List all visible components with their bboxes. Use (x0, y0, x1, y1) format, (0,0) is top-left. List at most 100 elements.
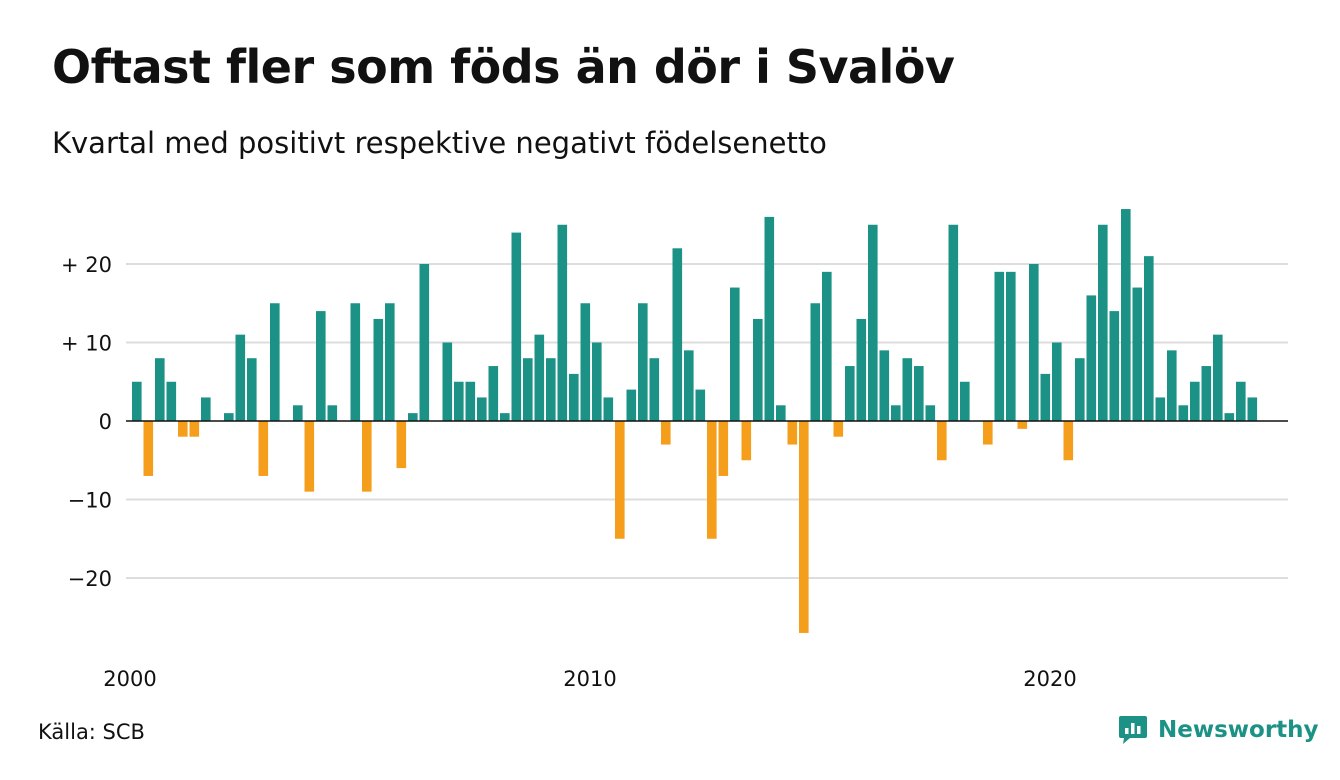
bar-positive (235, 334, 246, 421)
source-note: Källa: SCB (38, 720, 145, 744)
bar-positive (293, 405, 303, 421)
bar-positive (132, 381, 142, 421)
bar-positive (672, 248, 683, 421)
bar-negative (983, 421, 993, 445)
bar-positive (649, 358, 660, 421)
bar-positive (902, 358, 913, 421)
bar-positive (523, 358, 533, 421)
bar-positive (1052, 342, 1062, 421)
bar-positive (1178, 405, 1189, 421)
bar-negative (833, 421, 844, 437)
bar-negative (143, 421, 154, 476)
bar-positive (1029, 264, 1039, 421)
brand[interactable]: Newsworthy (1118, 714, 1319, 746)
bar-positive (695, 389, 706, 421)
bar-positive (1224, 413, 1235, 421)
bar-positive (592, 342, 602, 421)
bar-positive (454, 381, 464, 421)
bar-positive (155, 358, 165, 421)
y-tick-label: + 10 (61, 332, 112, 356)
bar-positive (1109, 311, 1120, 421)
bar-positive (477, 397, 487, 421)
x-tick-label: 2000 (103, 667, 156, 691)
bar-negative (304, 421, 315, 492)
bar-positive (442, 342, 453, 421)
bar-negative (178, 421, 188, 437)
bar-positive (316, 311, 326, 421)
bar-positive (373, 318, 384, 421)
bar-positive (1075, 358, 1085, 421)
bar-positive (511, 232, 522, 421)
bar-positive (914, 366, 924, 421)
bar-positive (465, 381, 476, 421)
bar-positive (603, 397, 614, 421)
bar-positive (994, 271, 1005, 421)
bar-positive (868, 224, 878, 421)
bar-positive (1213, 334, 1223, 421)
y-tick-label: −20 (68, 567, 112, 591)
bar-positive (569, 373, 579, 421)
bar-positive (1236, 381, 1246, 421)
bar-positive (385, 303, 395, 421)
y-tick-label: −10 (68, 489, 112, 513)
bar-negative (937, 421, 947, 461)
bar-positive (856, 318, 867, 421)
bar-positive (822, 271, 832, 421)
bar-negative (718, 421, 729, 476)
bar-positive (534, 334, 545, 421)
bar-positive (948, 224, 959, 421)
bar-negative (258, 421, 269, 476)
bar-positive (201, 397, 211, 421)
bar-negative (707, 421, 717, 539)
bar-positive (1121, 209, 1131, 421)
bar-positive (776, 405, 786, 421)
bar-negative (1017, 421, 1028, 429)
bar-negative (799, 421, 809, 633)
bar-positive (580, 303, 591, 421)
bar-positive (546, 358, 556, 421)
bar-positive (500, 413, 510, 421)
bar-positive (166, 381, 177, 421)
bar-positive (1086, 295, 1097, 421)
bar-positive (1132, 287, 1143, 421)
bar-positive (1167, 350, 1177, 421)
x-tick-label: 2010 (563, 667, 616, 691)
bar-positive (845, 366, 855, 421)
chart-title: Oftast fler som föds än dör i Svalöv (52, 40, 955, 94)
bar-positive (764, 216, 775, 421)
bar-positive (1247, 397, 1258, 421)
bar-positive (247, 358, 257, 421)
bar-positive (925, 405, 936, 421)
brand-name: Newsworthy (1158, 717, 1319, 743)
bar-positive (350, 303, 361, 421)
bar-positive (638, 303, 648, 421)
bar-positive (408, 413, 418, 421)
bar-positive (327, 405, 338, 421)
bar-positive (1098, 224, 1108, 421)
bar-positive (810, 303, 821, 421)
y-tick-label: + 20 (61, 253, 112, 277)
bar-negative (615, 421, 625, 539)
bar-positive (419, 264, 430, 421)
x-tick-label: 2020 (1023, 667, 1076, 691)
bar-positive (960, 381, 970, 421)
bar-positive (730, 287, 740, 421)
bar-positive (224, 413, 234, 421)
bar-positive (270, 303, 280, 421)
bar-negative (362, 421, 372, 492)
newsworthy-logo-icon (1119, 716, 1147, 744)
bar-positive (684, 350, 694, 421)
bar-positive (1006, 271, 1016, 421)
y-tick-label: 0 (99, 410, 112, 434)
bar-positive (879, 350, 890, 421)
chart-subtitle: Kvartal med positivt respektive negativt… (52, 126, 827, 160)
bar-negative (189, 421, 200, 437)
bar-negative (396, 421, 407, 469)
bar-positive (1155, 397, 1166, 421)
bar-positive (1201, 366, 1212, 421)
bar-negative (787, 421, 798, 445)
bar-positive (1040, 373, 1051, 421)
bar-negative (661, 421, 671, 445)
bar-positive (891, 405, 901, 421)
